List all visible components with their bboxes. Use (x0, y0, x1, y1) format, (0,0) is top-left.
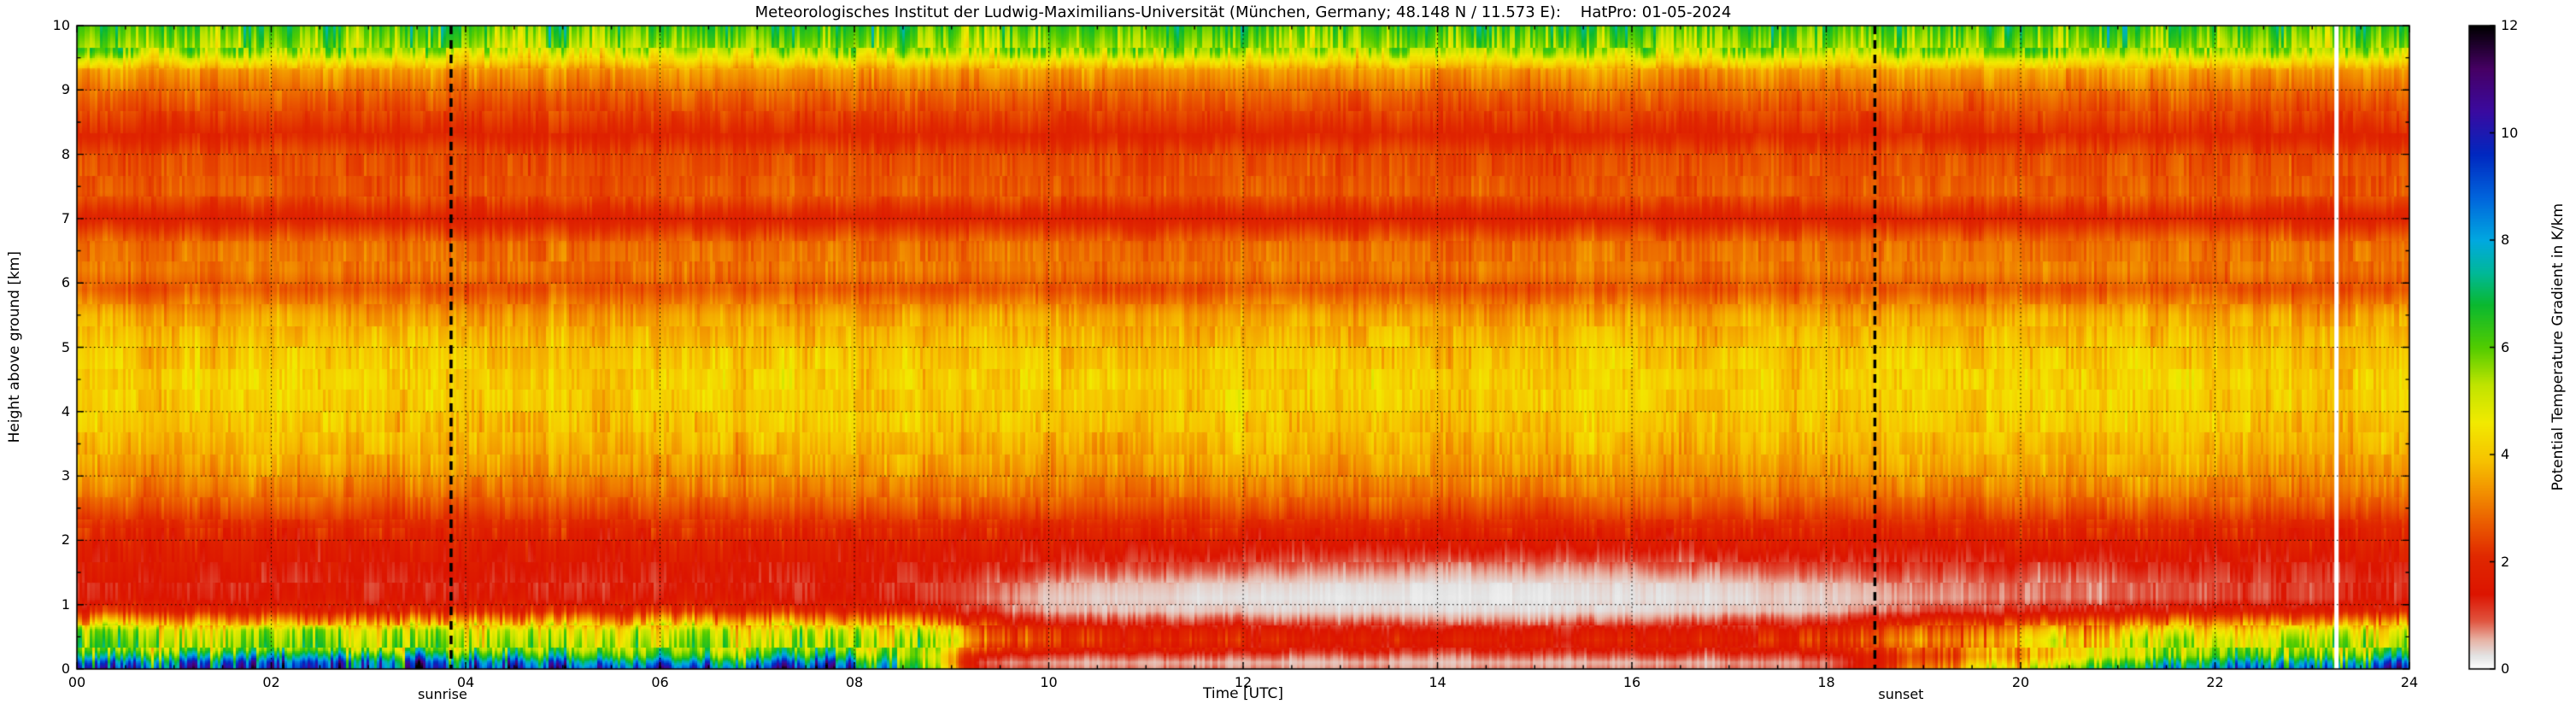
y-axis-label-box: Height above ground [km] (0, 26, 29, 669)
y-tick-label: 1 (61, 595, 70, 613)
x-tick-label: 24 (2400, 674, 2419, 690)
x-tick-label: 04 (456, 674, 475, 690)
x-tick-label: 16 (1622, 674, 1641, 690)
colorbar-tick-label: 8 (2501, 232, 2510, 248)
y-tick-label: 7 (61, 209, 70, 226)
y-tick-label: 3 (61, 467, 70, 484)
x-tick-label: 08 (845, 674, 864, 690)
colorbar-tick-label: 12 (2501, 17, 2519, 33)
sunrise-annotation-label: sunrise (418, 686, 467, 702)
x-tick-label: 18 (1817, 674, 1835, 690)
y-tick-label: 8 (61, 145, 70, 162)
x-tick-label: 12 (1234, 674, 1253, 690)
y-tick-label: 4 (61, 402, 70, 419)
y-tick-label: 6 (61, 274, 70, 291)
colorbar-tick-label: 0 (2501, 660, 2510, 677)
y-tick-label: 0 (61, 660, 70, 677)
x-tick-label: 10 (1040, 674, 1058, 690)
x-tick-label: 22 (2206, 674, 2224, 690)
colorbar-tick-label: 4 (2501, 446, 2510, 462)
x-axis-label: Time [UTC] (1203, 685, 1283, 702)
x-tick-label: 00 (67, 674, 86, 690)
colorbar-tick-label: 6 (2501, 338, 2510, 355)
y-tick-label: 9 (61, 81, 70, 98)
x-tick-label: 06 (651, 674, 669, 690)
colorbar-tick-label: 10 (2501, 124, 2519, 141)
sunset-annotation-label: sunset (1878, 686, 1924, 702)
x-tick-label: 14 (1429, 674, 1446, 690)
y-tick-label: 10 (52, 17, 70, 33)
colorbar-label: Potential Temperature Gradient in K/km (2550, 203, 2567, 491)
colorbar-tick-label: 2 (2501, 553, 2510, 570)
x-tick-label: 20 (2011, 674, 2030, 690)
y-axis-label: Height above ground [km] (6, 251, 23, 443)
y-tick-label: 5 (61, 338, 70, 355)
x-tick-label: 02 (262, 674, 280, 690)
chart-title: Meteorologisches Institut der Ludwig-Max… (754, 3, 1732, 21)
colorbar-label-box: Potential Temperature Gradient in K/km (2542, 26, 2574, 669)
y-tick-label: 2 (61, 531, 70, 549)
